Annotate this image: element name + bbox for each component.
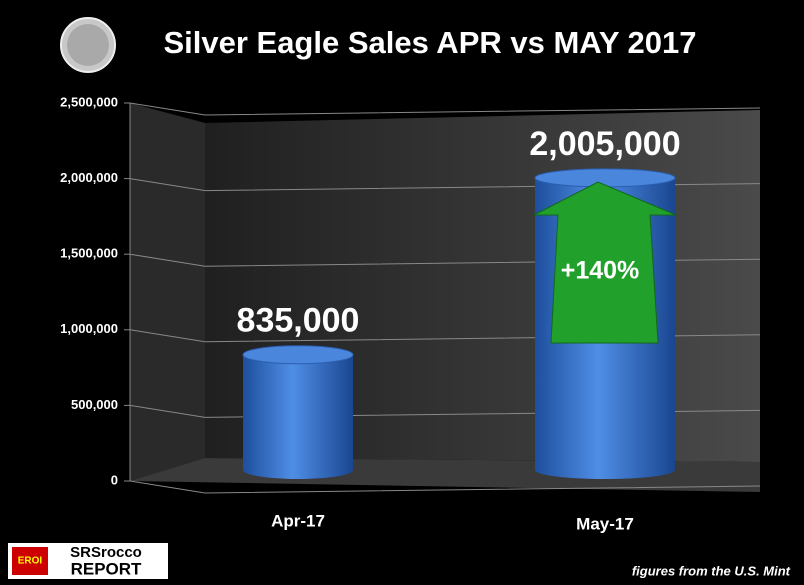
chart-title: Silver Eagle Sales APR vs MAY 2017: [163, 25, 696, 60]
value-label: 835,000: [237, 302, 360, 340]
side-wall: [130, 103, 205, 481]
logo-name: SRSrocco: [70, 544, 142, 561]
logo-badge: [12, 547, 48, 575]
grid-line: [129, 102, 761, 116]
grid-line: [129, 480, 761, 494]
y-tick-label: 1,000,000: [60, 321, 118, 336]
source-note: figures from the U.S. Mint: [632, 563, 791, 578]
y-tick-label: 2,000,000: [60, 170, 118, 185]
value-label: 2,005,000: [529, 125, 680, 163]
x-tick-label: Apr-17: [271, 511, 325, 530]
y-tick-label: 0: [111, 472, 118, 487]
y-tick-label: 500,000: [71, 397, 118, 412]
y-tick-label: 1,500,000: [60, 246, 118, 261]
y-tick-label: 2,500,000: [60, 94, 118, 109]
logo-sub: REPORT: [71, 559, 142, 578]
coin-inner: [67, 24, 109, 66]
bar-top: [534, 168, 676, 188]
annotation: +140%: [561, 257, 640, 285]
logo-badge-text: EROI: [18, 556, 43, 567]
x-tick-label: May-17: [576, 514, 634, 533]
increase-arrow: [533, 181, 677, 344]
bar: [243, 354, 353, 479]
bar-top: [242, 345, 354, 365]
